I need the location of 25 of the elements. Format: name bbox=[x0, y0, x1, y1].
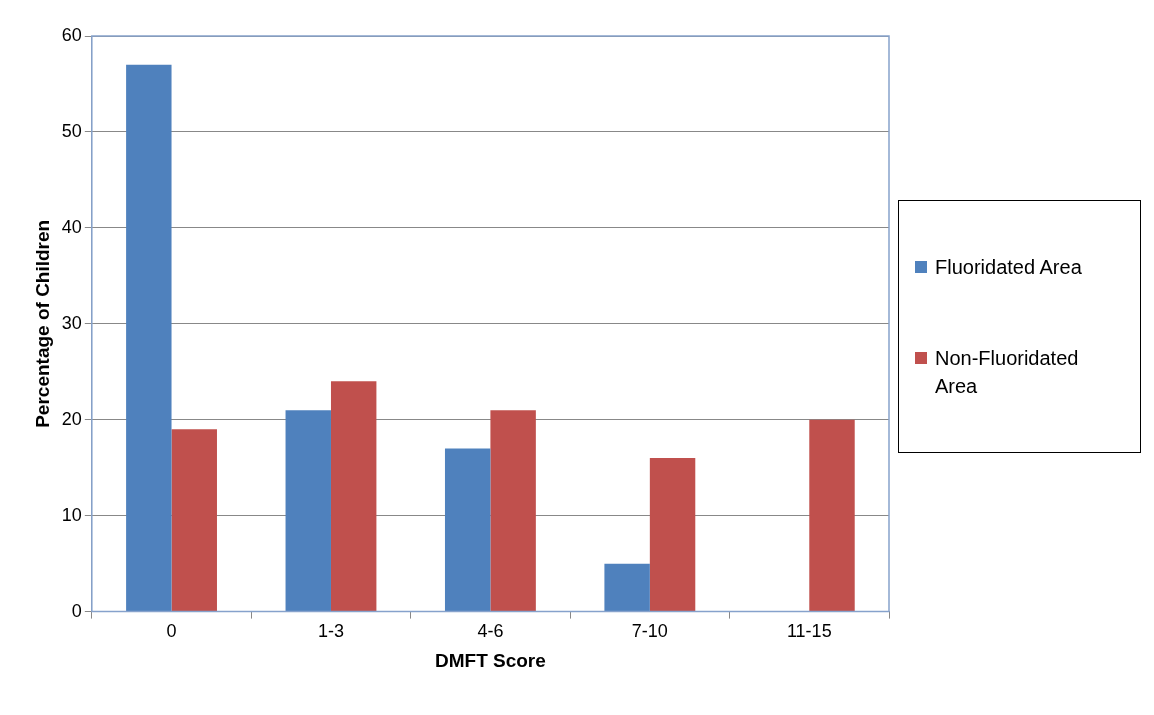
bar bbox=[126, 64, 172, 612]
legend-label: Fluoridated Area bbox=[935, 254, 1083, 280]
x-axis-title: DMFT Score bbox=[434, 649, 546, 671]
x-tick-label: 1-3 bbox=[317, 621, 344, 642]
x-tick-label: 4-6 bbox=[477, 621, 504, 642]
bar bbox=[330, 381, 377, 612]
x-tick-label: 0 bbox=[166, 621, 177, 642]
y-tick-label: 40 bbox=[61, 216, 82, 237]
bar bbox=[444, 448, 491, 612]
y-tick-label: 30 bbox=[61, 312, 82, 333]
y-axis-title: Percentage of Children bbox=[31, 219, 53, 428]
legend-label: Non-Fluoridated Area bbox=[935, 346, 1080, 400]
bar bbox=[490, 410, 536, 612]
bar bbox=[285, 410, 331, 612]
y-tick-label: 20 bbox=[61, 408, 82, 429]
x-tick-label: 7-10 bbox=[631, 621, 668, 642]
y-tick-label: 10 bbox=[61, 504, 82, 525]
x-tick-label: 11-15 bbox=[786, 621, 832, 642]
bar bbox=[809, 419, 855, 612]
bar bbox=[649, 458, 696, 612]
y-tick-label: 60 bbox=[61, 24, 82, 45]
bar bbox=[171, 429, 217, 612]
y-tick-label: 50 bbox=[61, 120, 82, 141]
bar bbox=[604, 563, 650, 612]
y-tick-label: 0 bbox=[71, 600, 82, 621]
